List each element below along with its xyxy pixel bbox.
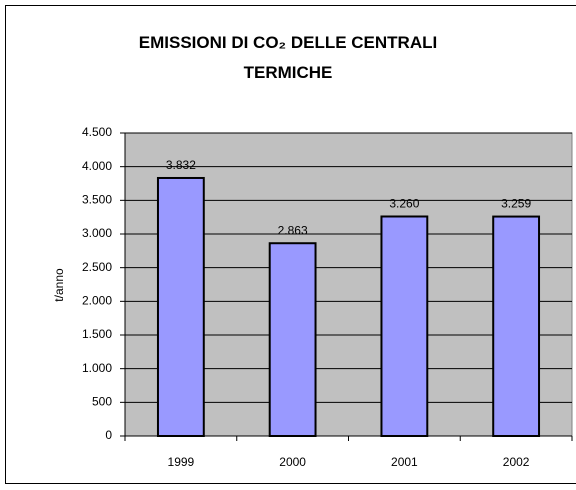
y-tick-label: 3.500 — [82, 193, 112, 207]
y-tick-label: 3.000 — [82, 226, 112, 240]
x-tick-label: 2002 — [503, 455, 530, 469]
bar — [156, 176, 205, 437]
x-tick-label: 2000 — [279, 455, 306, 469]
data-label: 3.259 — [501, 197, 531, 211]
x-tick-label: 2001 — [391, 455, 418, 469]
y-tick-label: 1.500 — [82, 327, 112, 341]
bar — [380, 215, 429, 437]
y-tick-label: 4.500 — [82, 125, 112, 139]
y-tick-label: 4.000 — [82, 159, 112, 173]
x-tick-label: 1999 — [168, 455, 195, 469]
y-tick-label: 500 — [92, 395, 112, 409]
data-label: 2.863 — [278, 223, 308, 237]
y-axis-label: t/anno — [52, 268, 66, 302]
bar — [268, 242, 317, 437]
y-tick-label: 2.000 — [82, 294, 112, 308]
y-tick-label: 1.000 — [82, 361, 112, 375]
y-tick-label: 2.500 — [82, 260, 112, 274]
y-tick-label: 0 — [105, 428, 112, 442]
data-label: 3.260 — [389, 197, 419, 211]
bar — [492, 215, 541, 437]
data-label: 3.832 — [166, 158, 196, 172]
chart-title: EMISSIONI DI CO₂ DELLE CENTRALI TERMICHE — [138, 33, 438, 82]
